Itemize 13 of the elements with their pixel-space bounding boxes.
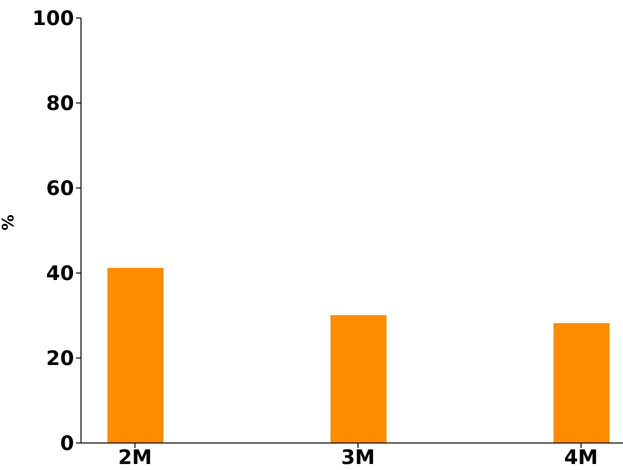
y-tick-label: 80 xyxy=(46,91,74,116)
x-tick-label: 4M xyxy=(564,445,598,470)
y-tick-label: 60 xyxy=(46,176,74,200)
bar xyxy=(107,268,164,443)
bar xyxy=(330,315,386,443)
y-tick-label: 0 xyxy=(60,431,74,456)
y-tick-label: 40 xyxy=(46,261,74,286)
bar xyxy=(554,323,610,443)
x-tick-label: 3M xyxy=(341,445,375,470)
y-tick-label: 100 xyxy=(32,6,74,30)
y-tick-label: 20 xyxy=(46,346,74,370)
y-axis-title: % xyxy=(0,214,18,230)
x-tick-label: 2M xyxy=(118,445,152,470)
